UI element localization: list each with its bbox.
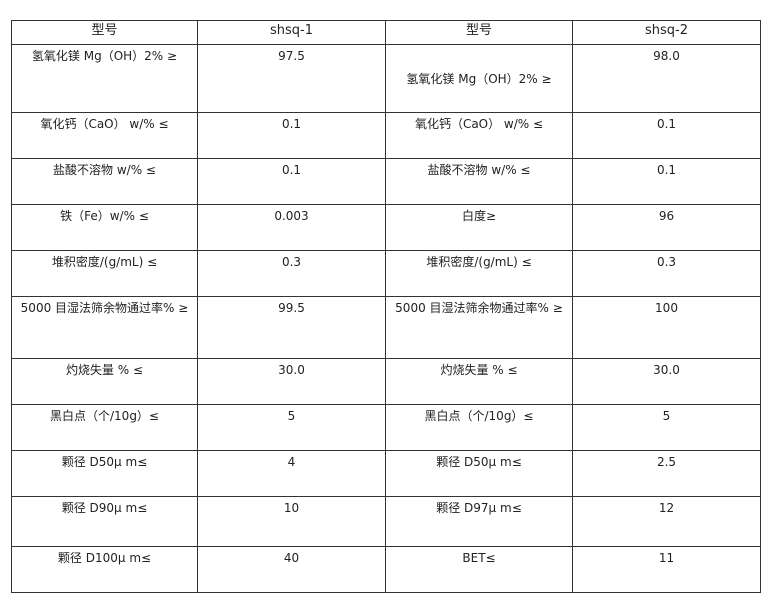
value-cell: 0.1 bbox=[572, 112, 761, 159]
property-cell: 5000 目湿法筛余物通过率% ≥ bbox=[385, 296, 573, 359]
property-cell: 灼烧失量 % ≤ bbox=[385, 358, 573, 405]
value-cell: 10 bbox=[197, 496, 386, 547]
value-cell: 30.0 bbox=[572, 358, 761, 405]
property-cell: 颗径 D100μ m≤ bbox=[11, 546, 198, 593]
table-row: 灼烧失量 % ≤30.0 灼烧失量 % ≤30.0 bbox=[11, 358, 761, 405]
property-cell: 盐酸不溶物 w/% ≤ bbox=[11, 158, 198, 205]
property-cell: 颗径 D97μ m≤ bbox=[385, 496, 573, 547]
header-cell: shsq-1 bbox=[197, 20, 386, 45]
value-cell: 0.3 bbox=[197, 250, 386, 297]
header-cell: 型号 bbox=[11, 20, 198, 45]
property-cell: 颗径 D50μ m≤ bbox=[11, 450, 198, 497]
property-cell: 氧化钙（CaO） w/% ≤ bbox=[11, 112, 198, 159]
value-cell: 100 bbox=[572, 296, 761, 359]
table-row: 颗径 D90μ m≤ 10 颗径 D97μ m≤ 12 bbox=[11, 496, 761, 547]
table-row: 5000 目湿法筛余物通过率% ≥99.5 5000 目湿法筛余物通过率% ≥10… bbox=[11, 296, 761, 359]
value-cell: 5 bbox=[572, 404, 761, 451]
value-cell: 11 bbox=[572, 546, 761, 593]
header-row: 型号 shsq-1 型号 shsq-2 bbox=[11, 20, 761, 45]
property-cell: 灼烧失量 % ≤ bbox=[11, 358, 198, 405]
table-row: 氢氧化镁 Mg（OH）2% ≥97.5 氢氧化镁 Mg（OH）2% ≥98.0 bbox=[11, 44, 761, 113]
property-cell: 铁（Fe）w/% ≤ bbox=[11, 204, 198, 251]
property-cell: 氢氧化镁 Mg（OH）2% ≥ bbox=[385, 44, 573, 113]
header-cell: shsq-2 bbox=[572, 20, 761, 45]
property-cell: 氢氧化镁 Mg（OH）2% ≥ bbox=[11, 44, 198, 113]
property-cell: 黑白点（个/10g）≤ bbox=[385, 404, 573, 451]
value-cell: 5 bbox=[197, 404, 386, 451]
value-cell: 40 bbox=[197, 546, 386, 593]
value-cell: 98.0 bbox=[572, 44, 761, 113]
table-row: 黑白点（个/10g）≤ 5 黑白点（个/10g）≤ 5 bbox=[11, 404, 761, 451]
value-cell: 0.003 bbox=[197, 204, 386, 251]
table-row: 盐酸不溶物 w/% ≤0.1 盐酸不溶物 w/% ≤0.1 bbox=[11, 158, 761, 205]
table-row: 堆积密度/(g/mL) ≤0.3 堆积密度/(g/mL) ≤0.3 bbox=[11, 250, 761, 297]
property-cell: 堆积密度/(g/mL) ≤ bbox=[11, 250, 198, 297]
property-cell: 白度≥ bbox=[385, 204, 573, 251]
value-cell: 99.5 bbox=[197, 296, 386, 359]
value-cell: 96 bbox=[572, 204, 761, 251]
header-cell: 型号 bbox=[385, 20, 573, 45]
value-cell: 4 bbox=[197, 450, 386, 497]
value-cell: 30.0 bbox=[197, 358, 386, 405]
table-row: 氧化钙（CaO） w/% ≤0.1 氧化钙（CaO） w/% ≤0.1 bbox=[11, 112, 761, 159]
value-cell: 0.1 bbox=[572, 158, 761, 205]
table-row: 铁（Fe）w/% ≤0.003 白度≥ 96 bbox=[11, 204, 761, 251]
value-cell: 12 bbox=[572, 496, 761, 547]
property-cell: 氧化钙（CaO） w/% ≤ bbox=[385, 112, 573, 159]
property-cell: 堆积密度/(g/mL) ≤ bbox=[385, 250, 573, 297]
property-cell: BET≤ bbox=[385, 546, 573, 593]
value-cell: 0.3 bbox=[572, 250, 761, 297]
table-row: 颗径 D50μ m≤ 4 颗径 D50μ m≤ 2.5 bbox=[11, 450, 761, 497]
property-cell: 颗径 D50μ m≤ bbox=[385, 450, 573, 497]
value-cell: 0.1 bbox=[197, 112, 386, 159]
table-row: 颗径 D100μ m≤ 40 BET≤ 11 bbox=[11, 546, 761, 593]
property-cell: 颗径 D90μ m≤ bbox=[11, 496, 198, 547]
property-cell: 盐酸不溶物 w/% ≤ bbox=[385, 158, 573, 205]
value-cell: 97.5 bbox=[197, 44, 386, 113]
value-cell: 0.1 bbox=[197, 158, 386, 205]
property-cell: 5000 目湿法筛余物通过率% ≥ bbox=[11, 296, 198, 359]
spec-table: 型号 shsq-1 型号 shsq-2 氢氧化镁 Mg（OH）2% ≥97.5 氢氧化镁 … bbox=[11, 20, 761, 593]
property-cell: 黑白点（个/10g）≤ bbox=[11, 404, 198, 451]
value-cell: 2.5 bbox=[572, 450, 761, 497]
